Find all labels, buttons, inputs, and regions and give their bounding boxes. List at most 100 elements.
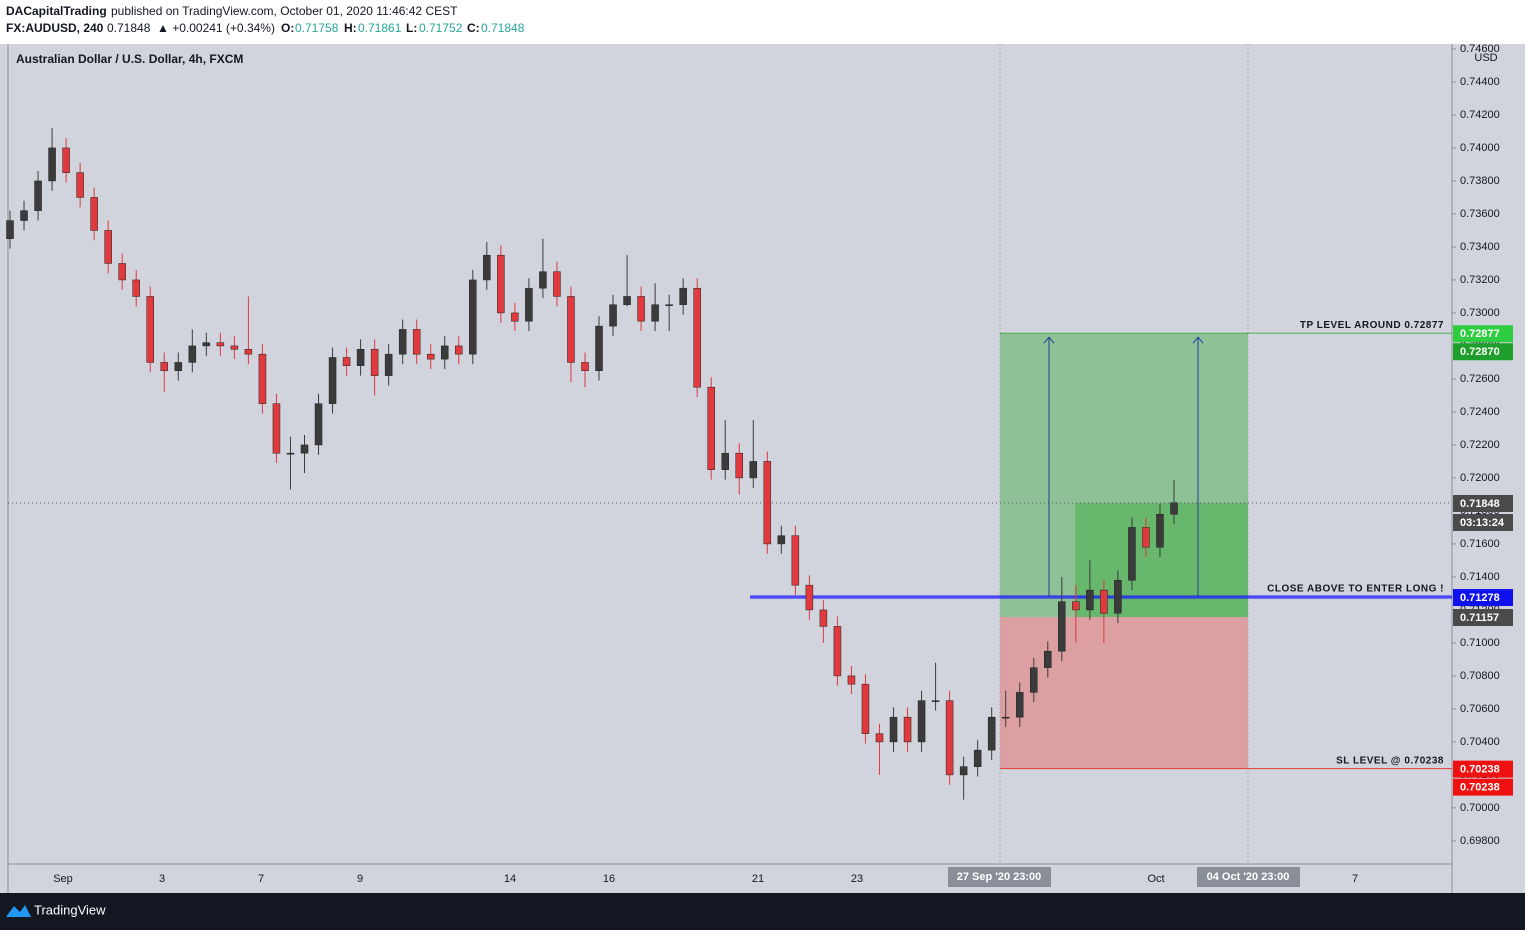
candle-body: [118, 263, 126, 281]
author: DACapitalTrading: [6, 4, 107, 18]
x-tick-label: 23: [851, 873, 863, 885]
candle-body: [1156, 513, 1164, 548]
stop-zone: [1000, 617, 1248, 769]
candle-body: [426, 353, 435, 360]
time-marker-box: [1197, 867, 1300, 887]
candle-body: [90, 197, 98, 231]
candle-body: [440, 345, 449, 360]
candle-body: [1030, 667, 1038, 693]
footer-bg: [0, 893, 1525, 930]
candle-body: [230, 345, 239, 350]
x-tick-label: 7: [258, 873, 264, 885]
y-tick-label: 0.70800: [1460, 670, 1500, 682]
arrow-head: [1043, 336, 1055, 344]
price-label: 0.71848: [1460, 498, 1500, 510]
candle-body: [833, 626, 842, 677]
y-tick-label: 0.74400: [1460, 76, 1500, 88]
candle-body: [735, 452, 744, 479]
candle-body: [805, 584, 814, 611]
brand: TradingView: [34, 902, 106, 917]
currency: USD: [1474, 52, 1497, 64]
candle-body: [1128, 527, 1136, 581]
countdown: 03:13:24: [1460, 517, 1505, 529]
candle-body: [258, 353, 267, 404]
candle-body: [539, 271, 547, 289]
x-tick-label: 7: [1352, 873, 1358, 885]
candle-body: [455, 345, 463, 355]
annotation: SL LEVEL @ 0.70238: [1336, 755, 1444, 766]
low: 0.71752: [419, 21, 463, 35]
y-tick-label: 0.71600: [1460, 538, 1500, 550]
candle-body: [749, 461, 758, 479]
h-label: H:: [344, 21, 357, 35]
candle-body: [1142, 527, 1150, 548]
price-label-box: [1453, 589, 1513, 607]
y-tick-label: 0.73400: [1460, 241, 1500, 253]
header-bg: [0, 0, 1525, 44]
price-label-box: [1453, 778, 1513, 796]
candle-body: [34, 180, 42, 211]
y-tick-label: 0.70400: [1460, 736, 1500, 748]
y-tick-label: 0.74200: [1460, 109, 1500, 121]
price-label: 0.70238: [1460, 764, 1500, 776]
candle-body: [356, 348, 365, 366]
candle-body: [6, 220, 14, 239]
price-label-box: [1453, 760, 1513, 778]
candle-body: [1114, 579, 1122, 614]
y-tick-label: 0.72600: [1460, 373, 1500, 385]
logo: [6, 905, 31, 917]
candle-body: [637, 296, 645, 322]
price-label: 0.71157: [1460, 612, 1499, 624]
chart-bg: [0, 44, 1525, 893]
candle-body: [370, 348, 379, 376]
candle-body: [721, 452, 729, 470]
candle-body: [216, 342, 225, 347]
price-label-box: [1453, 325, 1513, 343]
candle-body: [146, 296, 154, 363]
price-label: 0.70238: [1460, 782, 1500, 794]
arrow-head: [1192, 336, 1204, 344]
published: published on TradingView.com, October 01…: [111, 4, 458, 18]
y-tick-label: 0.72000: [1460, 472, 1500, 484]
candle-body: [931, 700, 940, 702]
candle-body: [300, 444, 309, 454]
candle-body: [1086, 589, 1094, 611]
candle-body: [244, 348, 253, 355]
price-label: 0.72877: [1460, 328, 1500, 340]
y-tick-label: 0.72400: [1460, 406, 1500, 418]
candle-body: [314, 403, 323, 446]
annotation: TP LEVEL AROUND 0.72877: [1300, 320, 1444, 331]
candle-body: [581, 362, 589, 371]
x-tick-label: Sep: [53, 873, 73, 885]
price-label: 0.72870: [1460, 346, 1500, 358]
price-label-box: [1453, 609, 1513, 627]
candle-body: [791, 535, 800, 586]
candle-body: [973, 749, 982, 767]
candle-body: [398, 329, 407, 355]
y-tick-label: 0.72200: [1460, 439, 1500, 451]
symbol: FX:AUDUSD, 240: [6, 21, 104, 35]
y-tick-label: 0.73200: [1460, 274, 1500, 286]
candle-body: [903, 716, 912, 743]
candle-body: [651, 304, 659, 322]
candle-body: [847, 675, 856, 685]
candle-body: [693, 287, 701, 388]
candle-body: [987, 716, 996, 751]
candle-body: [1015, 692, 1024, 718]
candle-body: [272, 403, 281, 454]
close: 0.71848: [481, 21, 525, 35]
candle-body: [483, 254, 491, 281]
x-tick-label: 14: [504, 873, 516, 885]
candle-body: [160, 362, 169, 371]
candle-body: [679, 287, 687, 305]
change: ▲ +0.00241 (+0.34%): [157, 21, 275, 35]
candle-body: [511, 312, 519, 322]
candle-body: [917, 700, 926, 743]
candle-body: [945, 700, 954, 776]
candle-body: [623, 296, 631, 305]
candle-body: [286, 452, 295, 455]
y-tick-label: 0.71400: [1460, 571, 1500, 583]
candle-body: [62, 147, 70, 173]
